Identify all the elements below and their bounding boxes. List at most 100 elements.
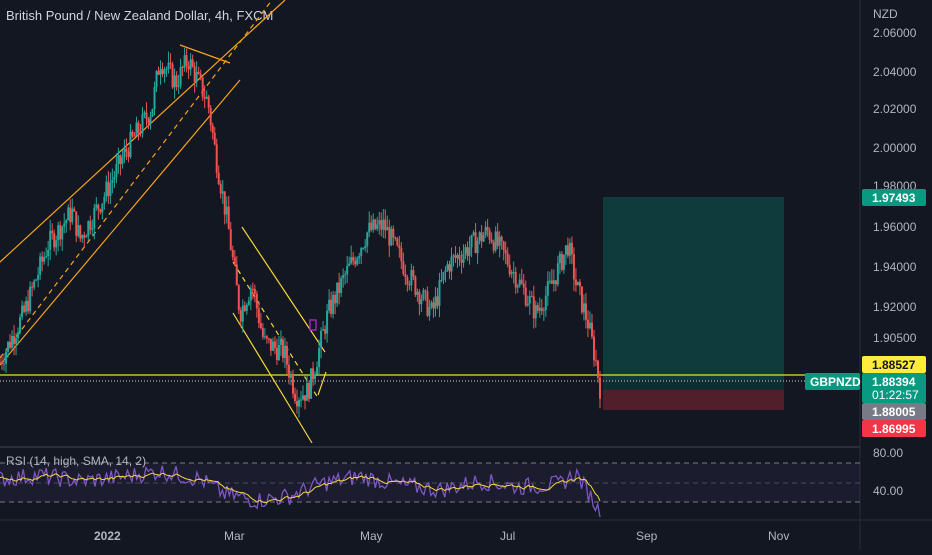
candle-body: [57, 225, 60, 241]
candle-body: [476, 240, 479, 254]
candle-body: [79, 225, 82, 239]
candle-body: [183, 55, 186, 68]
price-pane[interactable]: [0, 0, 860, 445]
candle-body: [508, 264, 511, 275]
candle-body: [247, 300, 250, 305]
candle-body: [71, 208, 74, 223]
breakout-line[interactable]: [317, 371, 327, 396]
rsi-pane[interactable]: [0, 448, 860, 520]
candle-body: [177, 85, 180, 87]
descending-channel[interactable]: [232, 226, 327, 444]
candle-body: [516, 285, 519, 288]
candle-body: [448, 264, 451, 272]
candle-body: [205, 96, 208, 99]
candle-body: [223, 191, 226, 215]
candle-body: [81, 235, 84, 239]
candle-body: [113, 176, 116, 180]
candle-body: [279, 339, 282, 345]
candle-body: [546, 281, 549, 296]
x-tick-label: 2022: [94, 529, 121, 543]
rsi-indicator[interactable]: RSI (14, high, SMA, 14, 2) 80.00 40.00: [0, 446, 903, 518]
take-profit-zone[interactable]: [603, 197, 784, 380]
entry-tag: [862, 356, 926, 373]
signal-marker-icon[interactable]: [309, 319, 317, 331]
candle-body: [261, 328, 264, 337]
candle-body: [556, 263, 559, 285]
candle-body: [302, 395, 305, 400]
candle-body: [526, 303, 529, 306]
candle-body: [368, 222, 371, 233]
y-tick-label: 2.00000: [873, 141, 917, 155]
candle-body: [77, 225, 80, 236]
candle-body: [308, 382, 311, 399]
candle-body: [454, 255, 457, 259]
candle-body: [470, 234, 473, 248]
candle-body: [137, 122, 140, 133]
symbol-tag: [805, 373, 860, 390]
candle-body: [456, 254, 459, 259]
candle-body: [219, 184, 222, 194]
desc-upper-line[interactable]: [241, 226, 326, 353]
candle-body: [277, 344, 280, 361]
candles[interactable]: [0, 47, 601, 418]
candle-body: [31, 286, 34, 288]
candle-body: [121, 157, 124, 164]
candle-body: [245, 304, 248, 311]
candle-body: [564, 245, 567, 255]
candle-body: [51, 230, 54, 234]
x-tick-label: Nov: [768, 529, 789, 543]
candle-body: [472, 232, 475, 235]
candle-body: [398, 245, 401, 249]
candle-body: [135, 122, 138, 137]
candle-body: [532, 296, 535, 319]
price-tags: 1.97493 1.88527 GBPNZD 1.88394 01:22:57 …: [805, 189, 926, 437]
candle-body: [233, 257, 236, 265]
stop-loss-value: 1.86995: [872, 422, 916, 436]
candle-body: [550, 280, 553, 284]
candle-body: [185, 55, 188, 66]
candle-body: [346, 265, 349, 275]
candle-body: [289, 374, 292, 378]
candle-body: [21, 305, 24, 318]
channel-midline[interactable]: [0, 0, 273, 359]
candle-body: [129, 131, 132, 157]
candle-body: [257, 308, 260, 324]
channel-lower-line[interactable]: [0, 79, 241, 366]
candle-body: [139, 132, 142, 134]
candle-body: [273, 341, 276, 348]
time-axis[interactable]: 2022 Mar May Jul Sep Nov: [94, 529, 789, 543]
candle-body: [145, 112, 148, 120]
stop-loss-zone[interactable]: [603, 390, 784, 410]
price-axis-ticks[interactable]: 2.06000 2.04000 2.02000 2.00000 1.98000 …: [873, 26, 917, 345]
candle-body: [586, 319, 589, 329]
candle-body: [572, 254, 575, 280]
top-trendline[interactable]: [179, 44, 231, 64]
candle-body: [15, 338, 18, 344]
candle-body: [444, 270, 447, 273]
candle-body: [119, 155, 122, 164]
candle-body: [504, 249, 507, 254]
candle-body: [484, 226, 487, 236]
rsi-tick-label: 80.00: [873, 446, 903, 460]
candle-body: [438, 280, 441, 306]
candle-body: [221, 191, 224, 194]
candle-body: [458, 254, 461, 260]
candle-body: [306, 382, 309, 401]
take-profit-zone-lower[interactable]: [603, 380, 784, 390]
candle-body: [406, 277, 409, 285]
candle-body: [502, 241, 505, 250]
candle-body: [354, 260, 357, 265]
desc-lower-line[interactable]: [232, 312, 313, 444]
candle-body: [578, 281, 581, 287]
candle-body: [5, 351, 8, 364]
candle-body: [466, 247, 469, 257]
candle-body: [442, 272, 445, 281]
candle-body: [67, 207, 70, 221]
candle-body: [392, 228, 395, 238]
candle-body: [153, 87, 156, 109]
candle-body: [494, 231, 497, 251]
candle-body: [560, 253, 563, 270]
candle-body: [13, 336, 16, 344]
candle-body: [300, 399, 303, 401]
